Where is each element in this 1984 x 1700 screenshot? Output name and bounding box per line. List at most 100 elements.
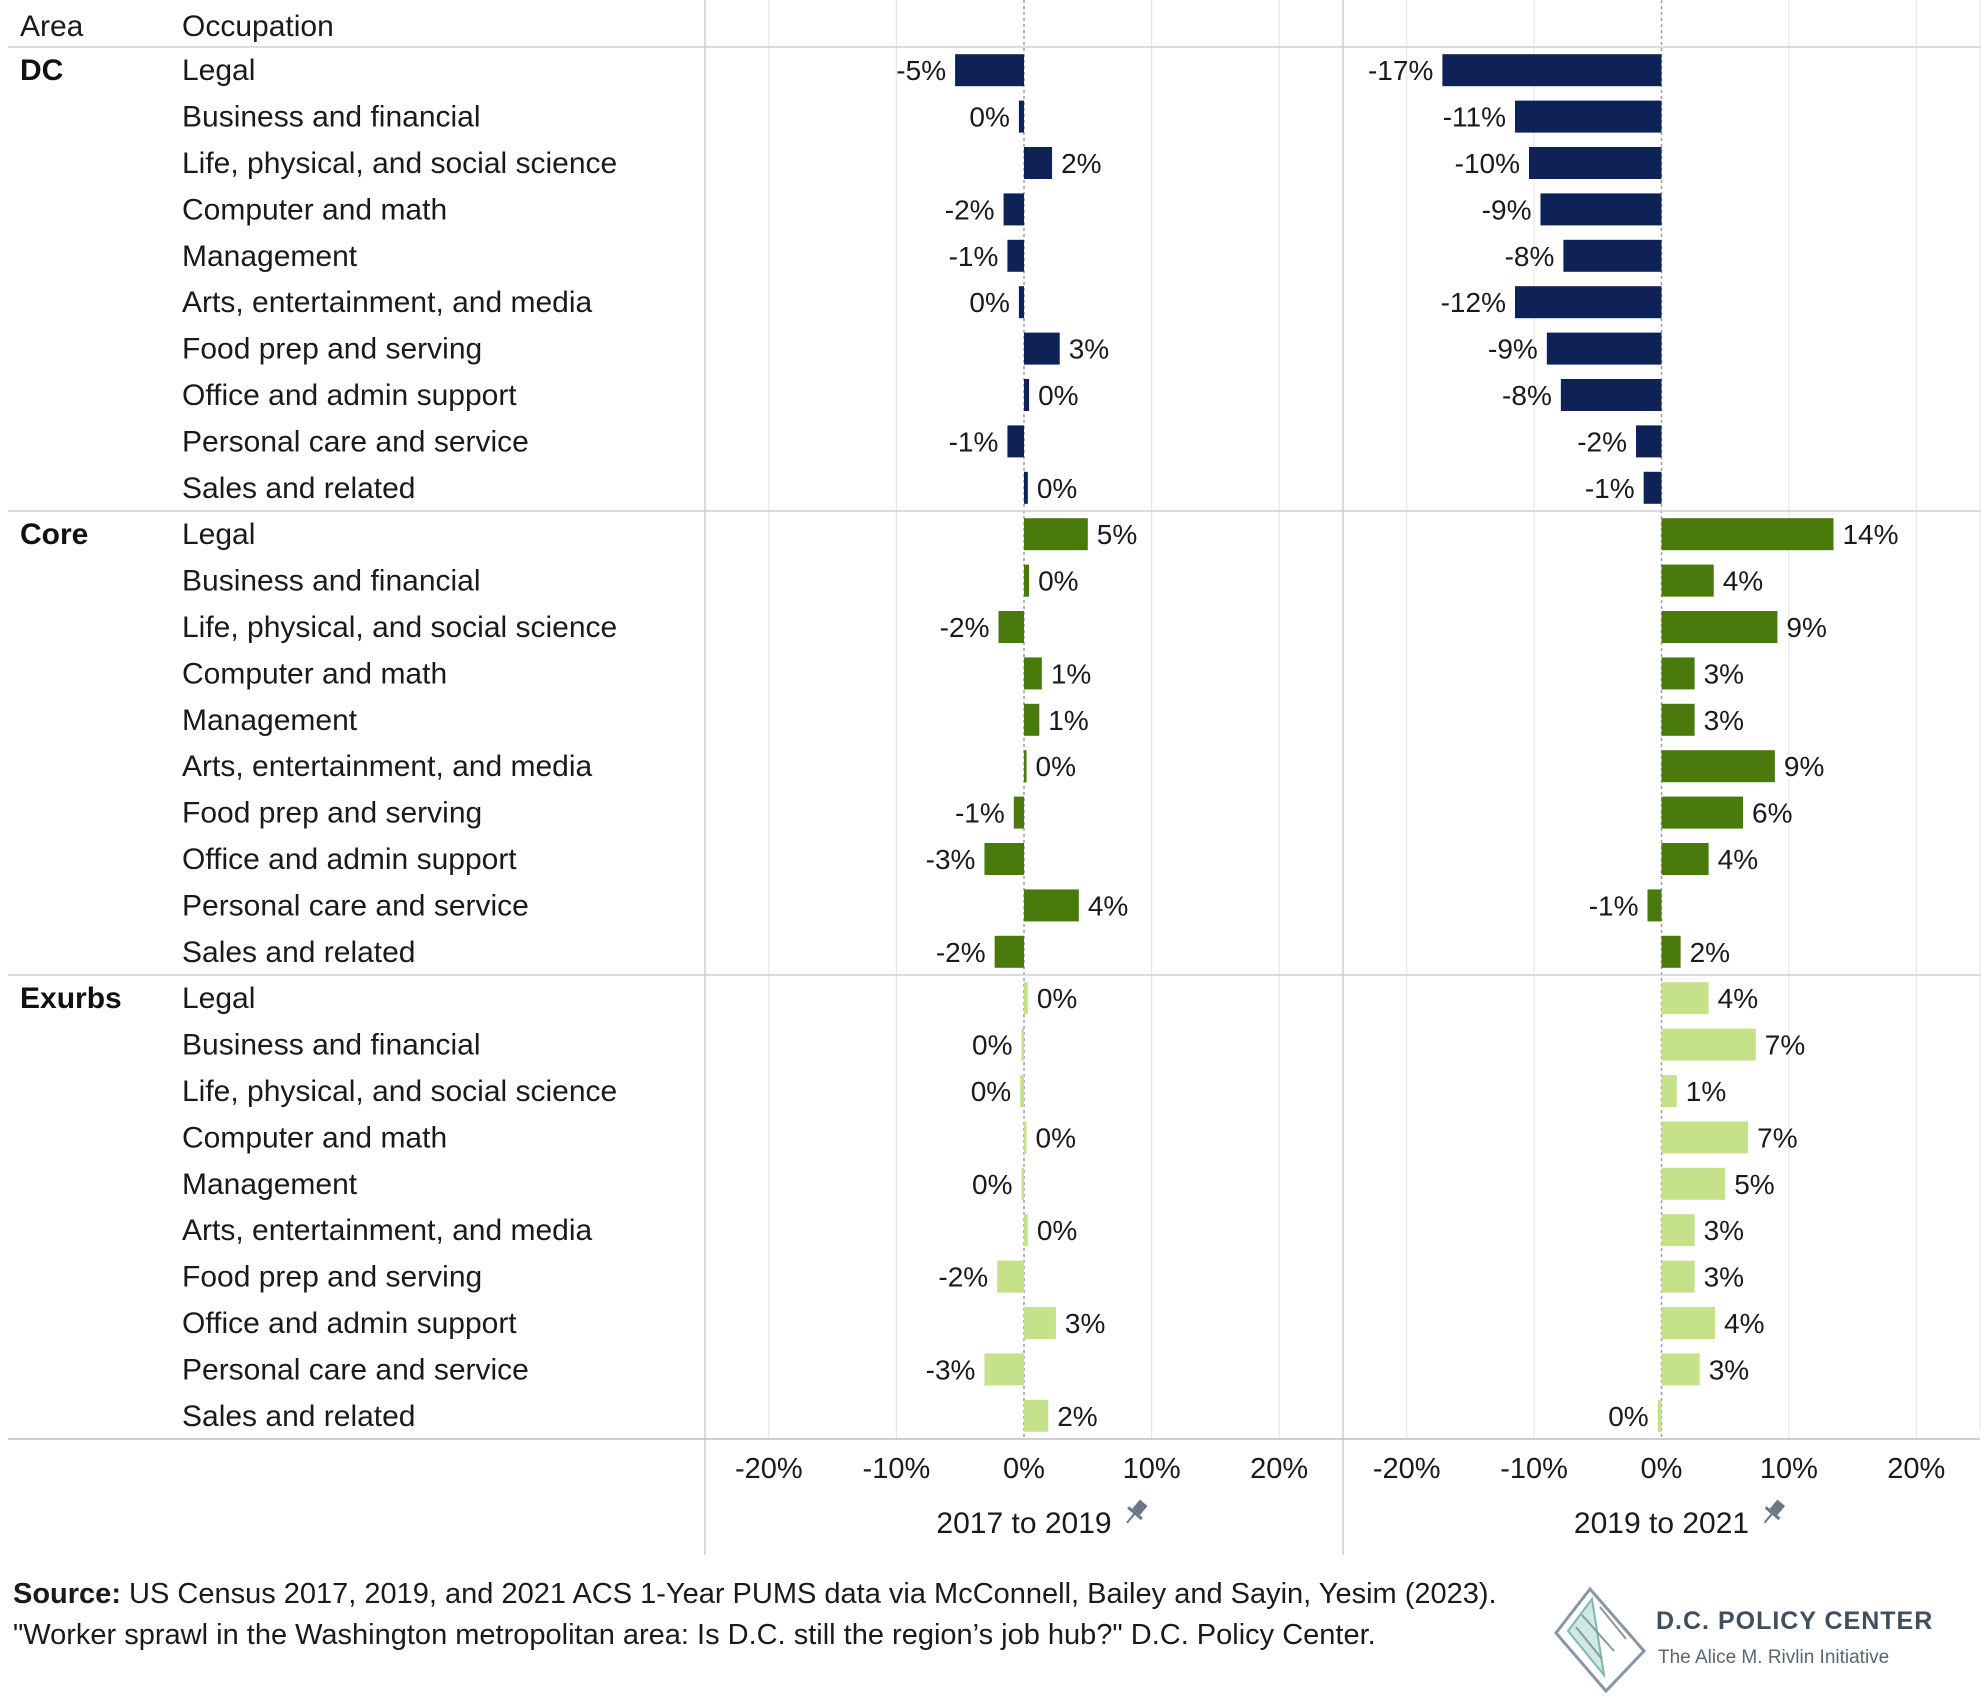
x-tick-label: -20% [1373,1453,1441,1485]
occupation-label: Business and financial [182,101,481,134]
bar-exurbs-2019-2021 [1661,1307,1716,1339]
occupation-label: Life, physical, and social science [182,147,617,180]
occupation-label: Sales and related [182,1400,416,1433]
bar-core-2019-2021 [1661,935,1681,968]
data-label: 0% [1036,751,1076,782]
source-text: US Census 2017, 2019, and 2021 ACS 1-Yea… [13,1578,1497,1651]
bar-core-2019-2021 [1661,796,1744,829]
data-label: -2% [1577,426,1627,457]
pin-icon [1126,1499,1148,1524]
pin-icon-needle [1763,1513,1773,1524]
occupation-label: Arts, entertainment, and media [182,286,593,319]
bar-exurbs-2019-2021 [1661,1167,1726,1200]
bar-exurbs-2019-2021 [1661,1260,1695,1293]
bar-dc-2017-2019 [1007,239,1024,272]
bar-dc-2019-2021 [1514,100,1662,133]
bar-dc-2019-2021 [1514,286,1662,319]
data-label: 0% [1037,983,1077,1014]
data-label: 4% [1724,1308,1764,1339]
data-label: -3% [926,844,976,875]
data-labels: -5% -17% 0% -11% 2% -10% -2% -9% -1% -8% 0% -12% 3% -… [896,55,1898,1432]
bar-core-2017-2019 [1024,750,1027,783]
area-label-dc: DC [20,54,63,87]
occupation-label: Legal [182,518,255,551]
data-label: 3% [1065,1308,1105,1339]
bar-dc-2017-2019 [1018,286,1024,319]
area-column-header: Area [20,10,84,43]
data-label: 4% [1723,566,1763,597]
occupation-label: Legal [182,54,255,87]
bar-core-2019-2021 [1661,843,1709,875]
bar-dc-2017-2019 [1003,193,1024,226]
data-label: -8% [1502,380,1552,411]
x-axis: -20% -10% 0% 10% 20% 2017 to 2019 -20% -10% 0% 10… [735,1453,1945,1540]
occupation-label: Life, physical, and social science [182,611,617,644]
data-label: -12% [1441,287,1506,318]
bar-dc-2017-2019 [1018,100,1024,133]
data-label: 3% [1704,1262,1744,1293]
occupation-label: Legal [182,982,255,1015]
occupation-label: Management [182,240,358,273]
bar-exurbs-2017-2019 [1021,1028,1024,1061]
x-tick-label: 0% [1003,1453,1045,1485]
bar-exurbs-2019-2021 [1661,1121,1749,1154]
source-note: Source: US Census 2017, 2019, and 2021 A… [13,1574,1513,1656]
chart-frame [8,0,1981,1555]
bar-exurbs-2017-2019 [1020,1075,1024,1107]
data-label: 7% [1765,1030,1805,1061]
bar-exurbs-2017-2019 [1024,1214,1028,1247]
bar-exurbs-2017-2019 [984,1353,1024,1386]
bar-exurbs-2019-2021 [1661,1353,1700,1386]
data-label: -1% [1589,890,1639,921]
bar-exurbs-2017-2019 [997,1260,1024,1293]
data-label: 7% [1757,1122,1797,1153]
data-label: 14% [1842,519,1898,550]
bar-dc-2019-2021 [1442,54,1662,87]
bar-core-2017-2019 [984,843,1024,875]
data-label: 0% [971,1076,1011,1107]
data-label: 0% [1037,1215,1077,1246]
occupation-label: Arts, entertainment, and media [182,750,593,783]
pin-icon-head [1769,1499,1786,1516]
occupation-label: Food prep and serving [182,333,482,366]
bar-core-2017-2019 [994,935,1024,968]
data-label: -2% [945,194,995,225]
bar-exurbs-2017-2019 [1024,1399,1049,1432]
occupation-label: Personal care and service [182,1353,529,1386]
occupation-label: Management [182,704,358,737]
bar-exurbs-2019-2021 [1657,1399,1662,1432]
data-label: -3% [926,1354,976,1385]
occupation-label: Personal care and service [182,425,529,458]
bar-core-2019-2021 [1661,657,1695,690]
data-label: 1% [1686,1076,1726,1107]
occupation-label: Business and financial [182,1029,481,1062]
data-label: 0% [969,102,1009,133]
bar-core-2017-2019 [1013,796,1024,829]
bar-dc-2017-2019 [955,54,1024,87]
data-label: -1% [955,798,1005,829]
data-label: 3% [1704,1215,1744,1246]
data-label: 0% [1608,1401,1648,1432]
gridlines [768,0,1917,1439]
bar-exurbs-2017-2019 [1021,1167,1024,1200]
occupation-label: Office and admin support [182,1307,517,1340]
x-tick-label: 10% [1760,1453,1818,1485]
bar-core-2019-2021 [1661,703,1695,736]
bar-exurbs-2017-2019 [1024,1121,1027,1154]
data-label: 2% [1061,148,1101,179]
data-label: 4% [1718,983,1758,1014]
bar-dc-2019-2021 [1529,147,1662,179]
bar-dc-2019-2021 [1563,239,1662,272]
occupation-label: Computer and math [182,657,447,690]
data-label: 0% [972,1169,1012,1200]
data-label: -1% [949,426,999,457]
data-label: 2% [1057,1401,1097,1432]
data-label: 3% [1704,658,1744,689]
data-label: 0% [972,1030,1012,1061]
data-label: 5% [1734,1169,1774,1200]
x-tick-label: 20% [1887,1453,1945,1485]
data-label: 0% [1037,473,1077,504]
data-label: -2% [940,612,990,643]
occupation-label: Management [182,1168,358,1201]
bar-dc-2017-2019 [1024,332,1060,365]
